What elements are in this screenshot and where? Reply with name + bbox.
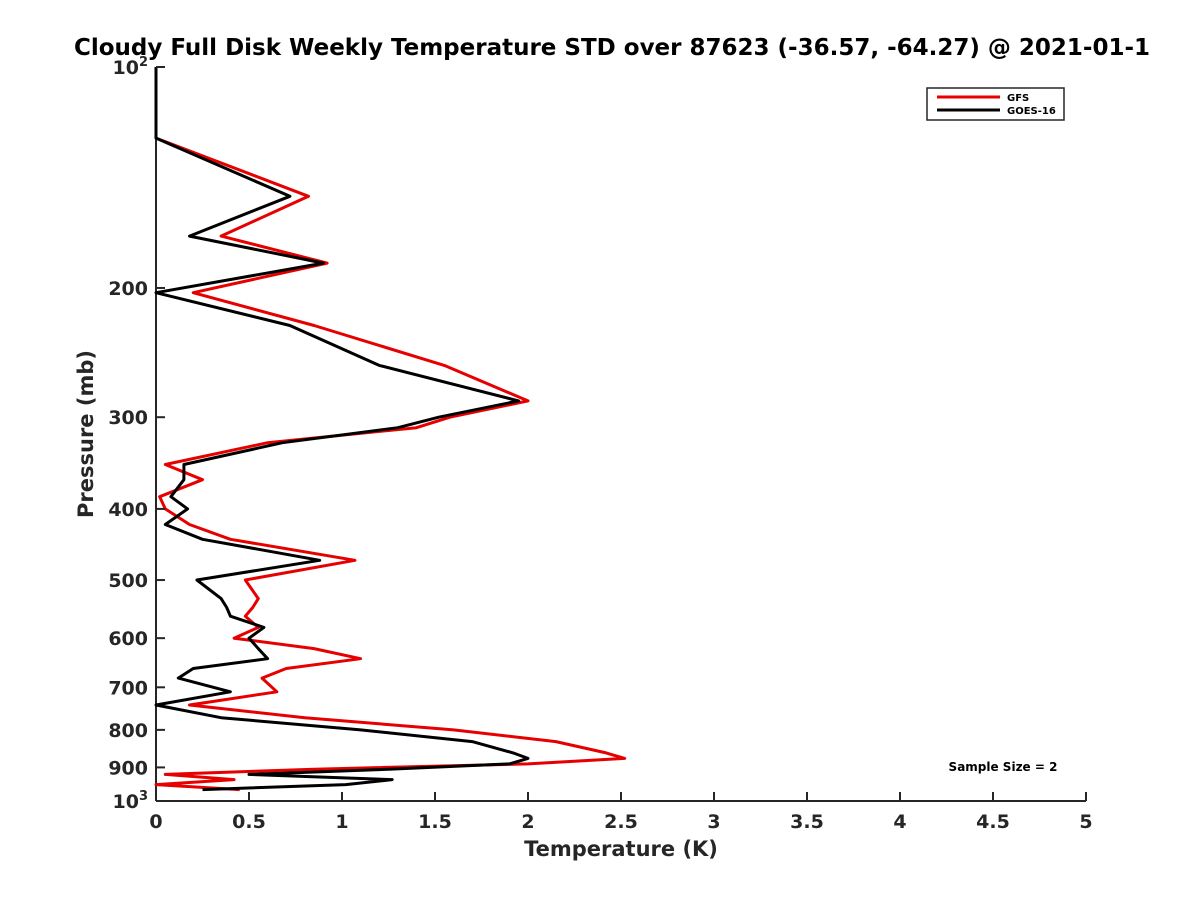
x-tick-label: 3 (707, 811, 720, 833)
x-tick-label: 4 (893, 811, 906, 833)
x-tick-label: 0 (149, 811, 162, 833)
y-axis-ticks: 102 200 300 400 500 600 700 800 900 103 (108, 55, 165, 813)
x-tick-label: 2.5 (604, 811, 638, 833)
y-tick-label: 800 (108, 720, 148, 742)
x-axis-label: Temperature (K) (524, 837, 718, 861)
x-tick-label: 1 (335, 811, 348, 833)
sample-size-annotation: Sample Size = 2 (949, 760, 1058, 774)
series-line-goes16 (154, 67, 530, 792)
legend-label-goes16: GOES-16 (1007, 106, 1056, 117)
x-tick-label: 5 (1079, 811, 1092, 833)
x-tick-label: 0.5 (232, 811, 266, 833)
y-tick-label: 103 (113, 789, 149, 813)
y-tick-label: 700 (108, 677, 148, 699)
legend-label-gfs: GFS (1007, 93, 1029, 104)
y-tick-label: 500 (108, 570, 148, 592)
y-axis-label: Pressure (mb) (74, 350, 98, 518)
legend-box (926, 87, 1065, 121)
legend: GFS GOES-16 (926, 87, 1065, 121)
x-tick-label: 4.5 (976, 811, 1010, 833)
y-tick-label: 900 (108, 757, 148, 779)
plot-area: 0 0.5 1 1.5 2 2.5 3 3.5 4 4.5 5 102 200 300 400 500 600… (108, 55, 1092, 833)
y-tick-label: 102 (113, 55, 149, 79)
x-tick-label: 3.5 (790, 811, 824, 833)
chart-title: Cloudy Full Disk Weekly Temperature STD … (74, 35, 1150, 61)
series-line-gfs (154, 67, 627, 792)
series-layer (154, 67, 627, 792)
y-tick-label: 400 (108, 499, 148, 521)
y-tick-label: 600 (108, 628, 148, 650)
x-axis-ticks: 0 0.5 1 1.5 2 2.5 3 3.5 4 4.5 5 (149, 792, 1093, 833)
y-tick-label: 300 (108, 407, 148, 429)
x-tick-label: 1.5 (418, 811, 452, 833)
y-tick-label: 200 (108, 278, 148, 300)
x-tick-label: 2 (521, 811, 534, 833)
